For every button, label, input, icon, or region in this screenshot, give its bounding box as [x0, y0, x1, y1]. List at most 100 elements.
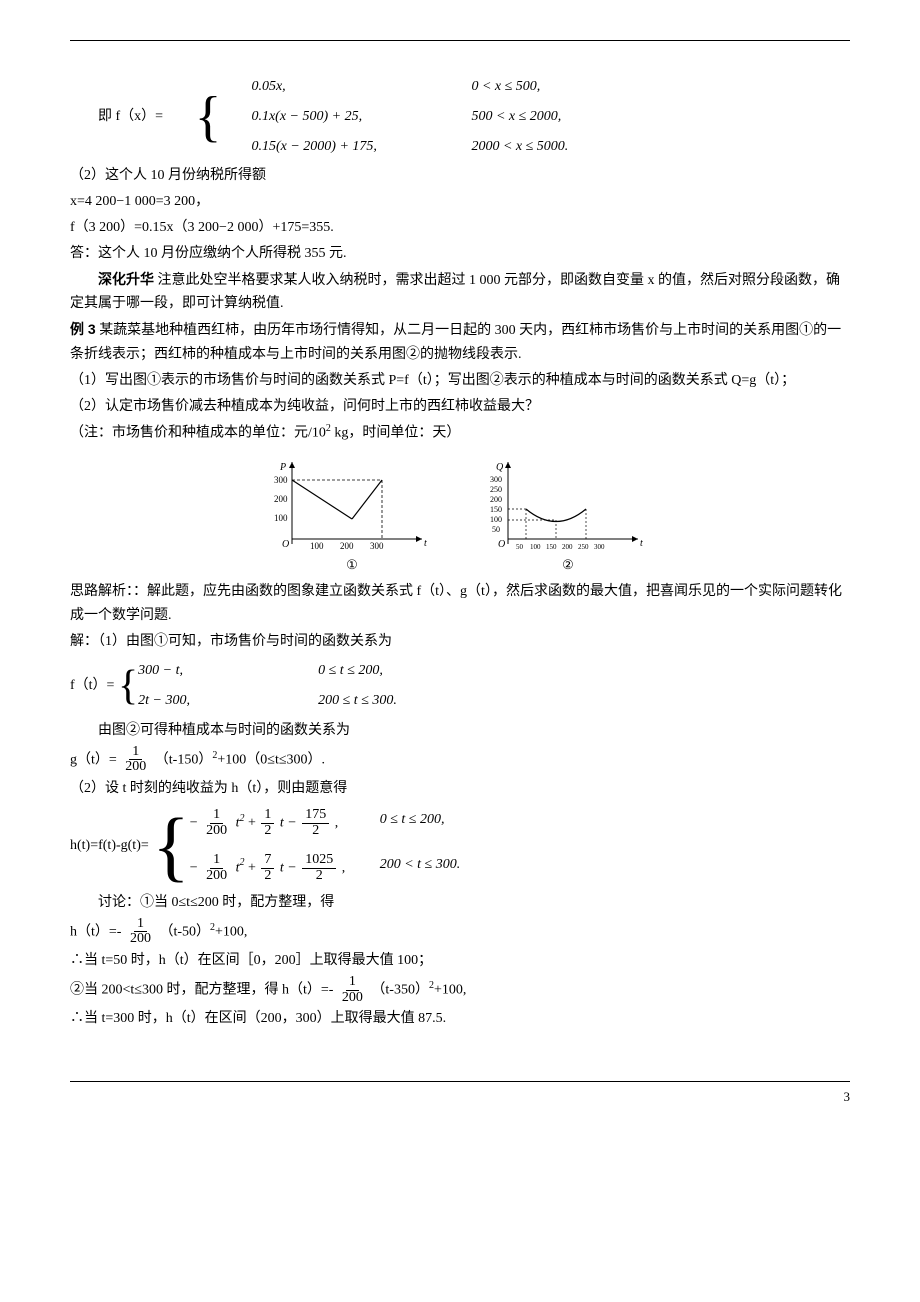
- eq1-r1r: 500 < x ≤ 2000,: [443, 105, 643, 129]
- p4: 思路解析：：解此题，应先由函数的图象建立函数关系式 f（t）、g（t），然后求函…: [70, 580, 850, 628]
- figures-row: P t O 100 200 300 100 200 300 ①: [70, 454, 850, 576]
- p12-1: ②当 200<t≤300 时，配方整理，得 h（t）=-: [70, 982, 333, 997]
- footer: 3: [70, 1081, 850, 1108]
- svg-text:300: 300: [274, 475, 288, 485]
- svg-text:200: 200: [562, 543, 573, 551]
- p6: 由图②可得种植成本与时间的函数关系为: [70, 719, 850, 743]
- svg-text:100: 100: [530, 543, 541, 551]
- svg-text:100: 100: [310, 541, 324, 551]
- svg-text:200: 200: [274, 494, 288, 504]
- svg-text:t: t: [640, 538, 643, 549]
- e3r1r: 200 < t ≤ 300.: [380, 853, 560, 883]
- ex3-2: （1）写出图①表示的市场售价与时间的函数关系式 P=f（t）；写出图②表示的种植…: [70, 369, 850, 393]
- svg-text:100: 100: [274, 513, 288, 523]
- e3r0t1: t: [236, 816, 240, 831]
- eq1-r2r: 2000 < x ≤ 5000.: [443, 135, 643, 159]
- eq2-r1r: 200 ≤ t ≤ 300.: [318, 689, 498, 713]
- paragraph-2-2: x=4 200−1 000=3 200，: [70, 190, 850, 214]
- ex3-4: （注：市场售价和种植成本的单位：元/102 kg，时间单位：天）: [70, 420, 850, 445]
- eq1-r2l: 0.15(x − 2000) + 175,: [223, 135, 443, 159]
- e3r0f1d: 200: [203, 824, 230, 839]
- example-3-label: 例 3: [70, 321, 96, 337]
- eq1-r1l: 0.1x(x − 500) + 25,: [223, 105, 443, 129]
- eq2-prefix: f（t）=: [70, 678, 114, 693]
- eq2-r1l: 2t − 300,: [138, 689, 318, 713]
- left-brace: {: [167, 89, 222, 145]
- e3r1f1d: 200: [203, 869, 230, 884]
- svg-text:100: 100: [490, 515, 502, 524]
- eq2-r0r: 0 ≤ t ≤ 200,: [318, 659, 498, 683]
- svg-text:Q: Q: [496, 462, 504, 473]
- svg-text:150: 150: [546, 543, 557, 551]
- left-brace-2: {: [118, 665, 138, 707]
- e3r0f2d: 2: [261, 824, 274, 839]
- svg-text:O: O: [282, 539, 289, 550]
- page-number: 3: [844, 1089, 851, 1104]
- eq3-prefix: h(t)=f(t)-g(t)=: [70, 838, 149, 853]
- p7-1: g（t）=: [70, 752, 117, 767]
- svg-text:250: 250: [578, 543, 589, 551]
- e3r1f1n: 1: [210, 853, 223, 869]
- p7-num: 1: [129, 745, 142, 761]
- svg-text:300: 300: [370, 541, 384, 551]
- heading-deepen: 深化升华: [98, 271, 154, 287]
- equation-3: h(t)=f(t)-g(t)= { − 1200 t2 + 12 t − 175…: [70, 803, 850, 889]
- figure-2: Q t O 50 100 150 200 250 300 50 100 150 …: [488, 454, 648, 576]
- e3r1t1: t: [236, 860, 240, 875]
- p12-2: （t-350）: [371, 982, 429, 997]
- svg-text:P: P: [279, 462, 286, 473]
- e3r0f3n: 175: [302, 808, 329, 824]
- p10-1: h（t）=-: [70, 924, 121, 939]
- p12-num: 1: [346, 975, 359, 991]
- eq1-prefix: 即 f（x）=: [98, 109, 163, 124]
- p10-3: +100,: [215, 924, 247, 939]
- e3r1f3d: 2: [313, 869, 326, 884]
- svg-text:t: t: [424, 538, 427, 549]
- p12-3: +100,: [434, 982, 466, 997]
- header-rule: [70, 40, 850, 41]
- e3r1f2d: 2: [261, 869, 274, 884]
- p10-num: 1: [134, 917, 147, 933]
- svg-text:50: 50: [492, 525, 500, 534]
- p8: （2）设 t 时刻的纯收益为 h（t），则由题意得: [70, 777, 850, 801]
- example-3-line1: 例 3 某蔬菜基地种植西红柿，由历年市场行情得知，从二月一日起的 300 天内，…: [70, 318, 850, 367]
- e3r0f1n: 1: [210, 808, 223, 824]
- p7: g（t）= 1200 （t-150）2+100（0≤t≤300）.: [70, 745, 850, 775]
- p7-3: +100（0≤t≤300）.: [217, 752, 325, 767]
- e3r1f3n: 1025: [302, 853, 336, 869]
- p10: h（t）=- 1200 （t-50）2+100,: [70, 917, 850, 947]
- eq1-r0r: 0 < x ≤ 500,: [443, 75, 643, 99]
- e3r0f3d: 2: [309, 824, 322, 839]
- svg-text:200: 200: [340, 541, 354, 551]
- equation-1: 即 f（x）= { 0.05x,0 < x ≤ 500, 0.1x(x − 50…: [70, 71, 850, 162]
- fig2-caption: ②: [562, 554, 574, 576]
- svg-text:300: 300: [490, 475, 502, 484]
- eq1-r0l: 0.05x,: [223, 75, 443, 99]
- p12-den: 200: [339, 991, 366, 1006]
- p10-2: （t-50）: [159, 924, 210, 939]
- figure-1: P t O 100 200 300 100 200 300 ①: [272, 454, 432, 576]
- p11: ∴当 t=50 时，h（t）在区间［0，200］上取得最大值 100；: [70, 949, 850, 973]
- svg-text:250: 250: [490, 485, 502, 494]
- ex3-1: 某蔬菜基地种植西红柿，由历年市场行情得知，从二月一日起的 300 天内，西红柿市…: [70, 323, 841, 362]
- e3r1f2n: 7: [261, 853, 274, 869]
- equation-2: f（t）= { 300 − t,0 ≤ t ≤ 200, 2t − 300,20…: [70, 655, 850, 717]
- svg-text:50: 50: [516, 543, 524, 551]
- e3r0f2n: 1: [261, 808, 274, 824]
- p3-text: 注意此处空半格要求某人收入纳税时，需求出超过 1 000 元部分，即函数自变量 …: [70, 273, 840, 312]
- svg-text:200: 200: [490, 495, 502, 504]
- p12: ②当 200<t≤300 时，配方整理，得 h（t）=- 1200 （t-350…: [70, 975, 850, 1005]
- document-page: 即 f（x）= { 0.05x,0 < x ≤ 500, 0.1x(x − 50…: [0, 0, 920, 1138]
- svg-text:O: O: [498, 539, 505, 550]
- p13: ∴当 t=300 时，h（t）在区间（200，300）上取得最大值 87.5.: [70, 1007, 850, 1031]
- e3r0t2: t −: [280, 816, 297, 831]
- p10-den: 200: [127, 932, 154, 947]
- ex3-3: （2）认定市场售价减去种植成本为纯收益，问何时上市的西红柿收益最大？: [70, 395, 850, 419]
- eq2-r0l: 300 − t,: [138, 659, 318, 683]
- ex3-4a: （注：市场售价和种植成本的单位：元/10: [70, 426, 326, 441]
- p9: 讨论：①当 0≤t≤200 时，配方整理，得: [70, 891, 850, 915]
- p7-den: 200: [122, 760, 149, 775]
- e3r0r: 0 ≤ t ≤ 200,: [380, 808, 560, 838]
- svg-text:150: 150: [490, 505, 502, 514]
- ex3-4b: kg，时间单位：天）: [331, 426, 461, 441]
